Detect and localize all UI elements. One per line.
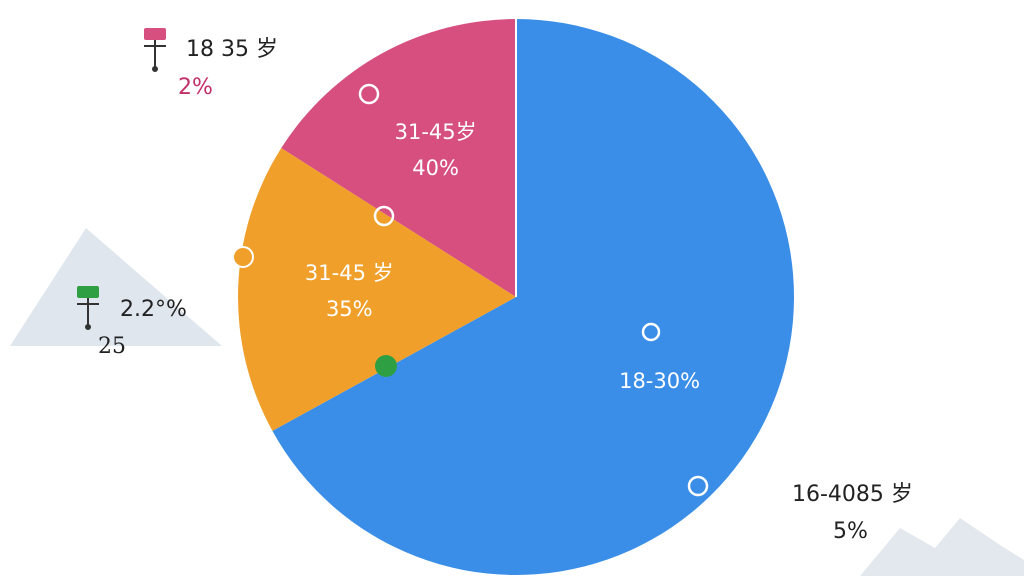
mountain-decoration	[860, 518, 1024, 576]
annotation: 25	[98, 334, 126, 359]
annotation: 2.2°%	[120, 297, 187, 322]
pie-slice	[281, 19, 516, 297]
slice-label: 40%	[412, 156, 459, 180]
annotation: 5%	[833, 519, 868, 544]
pin-green	[77, 286, 99, 330]
pie: 18-30% 31-45 岁 35% 31-45岁 40%	[237, 19, 795, 576]
slice-label: 18-30%	[619, 369, 700, 393]
pie-slice	[272, 19, 795, 576]
slice-label: 31-45岁	[395, 120, 477, 144]
mountain-decoration	[10, 228, 222, 346]
pin-pink	[144, 28, 166, 72]
annotation: 2%	[178, 75, 213, 100]
annotation: 16-4085 岁	[792, 482, 913, 507]
slice-label: 31-45 岁	[305, 261, 394, 285]
pie-slice	[237, 148, 516, 431]
annotation: 18 35 岁	[186, 37, 278, 62]
marker-decorations	[232, 83, 709, 497]
slice-label: 35%	[326, 297, 373, 321]
